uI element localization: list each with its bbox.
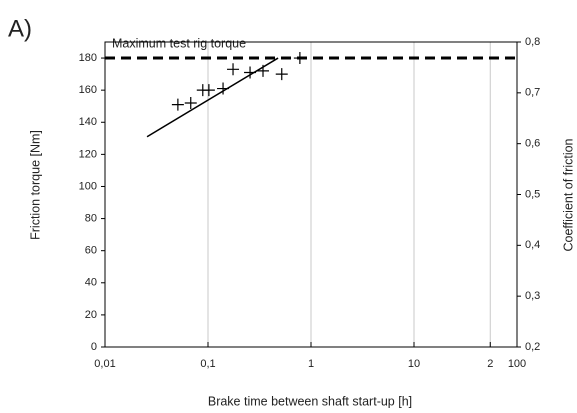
y-tick-label: 20 [85, 309, 97, 321]
y-tick-label: 180 [79, 52, 97, 64]
y2-tick-label: 0,2 [525, 341, 540, 353]
x-tick-label: 100 [508, 358, 526, 370]
annotation: Maximum test rig torque [112, 36, 246, 50]
data-point [171, 98, 184, 111]
y2-tick-label: 0,3 [525, 290, 540, 302]
y-tick-label: 160 [79, 84, 97, 96]
y-tick-label: 140 [79, 116, 97, 128]
y2-axis-label: Coefficient of friction [561, 138, 575, 251]
y-tick-label: 80 [85, 212, 97, 224]
data-point [227, 63, 240, 76]
x-tick-label: 0,1 [200, 358, 215, 370]
y2-tick-label: 0,5 [525, 188, 540, 200]
y2-tick-label: 0,7 [525, 87, 540, 99]
y2-tick-label: 0,4 [525, 239, 540, 251]
x-tick-label: 2 [487, 358, 493, 370]
data-point [275, 68, 288, 81]
y-tick-label: 60 [85, 245, 97, 257]
panel-label: A) [8, 15, 32, 42]
trend-line [146, 57, 279, 138]
y2-tick-label: 0,6 [525, 138, 540, 150]
x-axis-label: Brake time between shaft start-up [h] [208, 394, 412, 408]
data-point [293, 52, 306, 65]
y-tick-label: 0 [91, 341, 97, 353]
x-tick-label: 1 [308, 358, 314, 370]
x-tick-label: 10 [408, 358, 420, 370]
y-tick-label: 120 [79, 148, 97, 160]
data-point [184, 97, 197, 109]
x-tick-label: 0,01 [94, 358, 115, 370]
data-point [202, 84, 215, 97]
plot-frame [104, 41, 518, 348]
y-tick-label: 40 [85, 277, 97, 289]
y2-tick-label: 0,8 [525, 36, 540, 48]
y-tick-label: 100 [79, 180, 97, 192]
y-axis-label: Friction torque [Nm] [28, 130, 42, 240]
